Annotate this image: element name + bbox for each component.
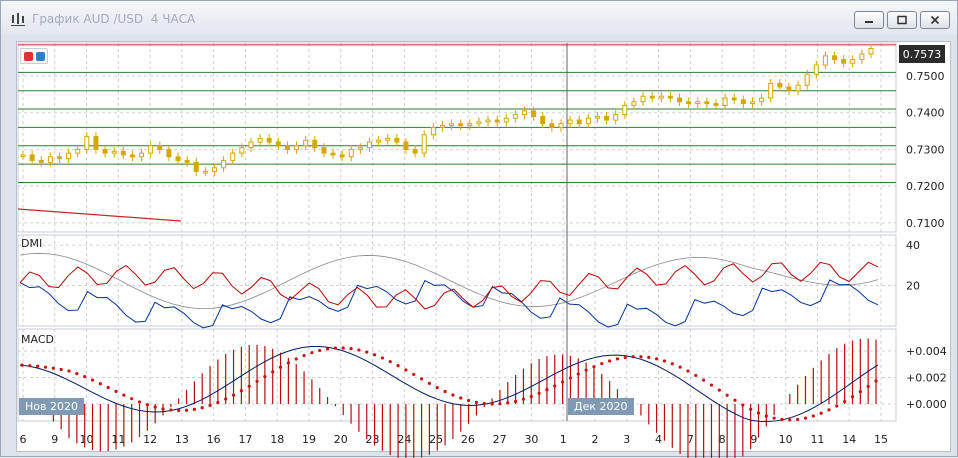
restore-button[interactable]: [887, 11, 917, 29]
red-marker-icon[interactable]: [23, 51, 33, 61]
restore-icon: [897, 15, 907, 25]
indicator-color-buttons[interactable]: [20, 48, 48, 64]
month-tag-nov: Нов 2020: [19, 398, 84, 415]
month-tag-dec: Дек 2020: [568, 398, 634, 415]
title-bar[interactable]: График AUD /USD 4 ЧАСА: [1, 1, 957, 35]
window-title: График AUD /USD 4 ЧАСА: [32, 12, 196, 26]
close-icon: [930, 15, 940, 25]
last-price-tag: 0.7573: [899, 45, 945, 63]
chart-area[interactable]: [16, 41, 951, 452]
minimize-button[interactable]: [854, 11, 884, 29]
chart-app-icon: [11, 13, 25, 26]
blue-marker-icon[interactable]: [35, 51, 45, 61]
minimize-icon: [865, 21, 873, 23]
close-button[interactable]: [920, 11, 950, 29]
